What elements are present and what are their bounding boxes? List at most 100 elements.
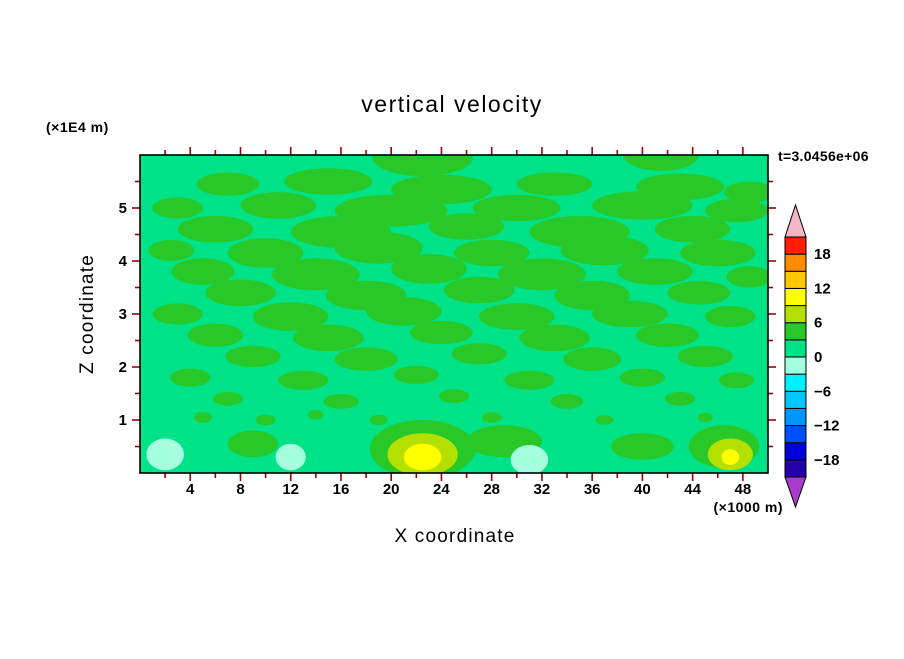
contour-region [152, 303, 203, 325]
contour-region [369, 414, 388, 426]
contour-region [194, 412, 212, 423]
x-tick-label: 28 [483, 481, 500, 498]
colorbar-arrow-bottom [784, 476, 807, 509]
contour-region [680, 239, 756, 267]
x-tick-label: 40 [634, 481, 651, 498]
contour-region [497, 258, 586, 291]
x-tick-label: 36 [584, 481, 601, 498]
x-tick-label: 20 [383, 481, 400, 498]
contour-region [519, 324, 590, 352]
colorbar-label: 0 [814, 349, 822, 366]
contour-region [481, 412, 502, 423]
contour-region [227, 238, 304, 268]
colorbar-band [784, 425, 807, 444]
plot-field [140, 155, 768, 473]
contour-region [592, 300, 668, 328]
x-axis-units: (×1000 m) [714, 499, 783, 515]
contour-region [372, 155, 473, 177]
contour-region [592, 191, 693, 220]
contour-region [293, 324, 364, 352]
colorbar-label: 18 [814, 246, 831, 263]
x-tick-labels: 4 8 12 16 20 24 28 32 36 40 44 48 [186, 481, 751, 498]
contour-region [654, 215, 731, 243]
contour-region [563, 347, 622, 371]
contour-region [271, 258, 360, 291]
contour-region [705, 198, 768, 223]
contour-region [253, 302, 329, 331]
contour-region [705, 306, 756, 328]
colorbar: 18 12 6 0 −6 −12 −18 [784, 203, 839, 509]
contour-region [278, 370, 329, 390]
colorbar-arrow-top [784, 203, 807, 238]
x-tick-label: 48 [735, 481, 752, 498]
contour-region [187, 323, 243, 347]
colorbar-label: −18 [814, 452, 839, 469]
contour-region [619, 368, 666, 387]
y-tick-label: 5 [119, 200, 127, 217]
contour-region [284, 168, 373, 195]
x-tick-label: 24 [433, 481, 450, 498]
colorbar-band [784, 305, 807, 324]
colorbar-band [784, 322, 807, 341]
contour-region [410, 320, 473, 345]
contour-region [443, 276, 515, 304]
contour-region [403, 443, 442, 471]
contour-region [667, 281, 731, 305]
contour-region [516, 172, 593, 196]
contour-region [171, 258, 235, 285]
y-tick-label: 3 [119, 306, 127, 323]
contour-region [611, 433, 674, 460]
x-tick-label: 4 [186, 481, 195, 498]
contour-region [334, 347, 398, 371]
y-axis-units: (×1E4 m) [46, 119, 109, 135]
contour-region [275, 443, 306, 471]
contour-region [391, 254, 467, 284]
colorbar-band [784, 287, 807, 307]
contour-region [148, 239, 194, 261]
chart-title: vertical velocity [361, 91, 542, 117]
contour-region [479, 303, 555, 330]
x-tick-label: 44 [684, 481, 701, 498]
colorbar-band [784, 442, 807, 461]
contour-region [428, 213, 505, 240]
x-tick-label: 16 [333, 481, 350, 498]
contour-region [721, 449, 740, 465]
contour-region [724, 181, 768, 203]
contour-region [623, 155, 699, 171]
y-axis-label: Z coordinate [77, 254, 98, 374]
contour-region [504, 370, 555, 390]
colorbar-band [784, 236, 807, 255]
time-annotation: t=3.0456e+06 [778, 148, 869, 164]
colorbar-label: −6 [814, 383, 831, 400]
contour-region [595, 415, 614, 425]
contour-region [472, 194, 561, 222]
y-tick-label: 2 [119, 359, 127, 376]
colorbar-band [784, 373, 807, 392]
contour-region [227, 430, 279, 458]
colorbar-band [784, 390, 807, 409]
contour-region [240, 192, 316, 219]
y-tick-label: 4 [119, 253, 128, 270]
contour-region [697, 412, 713, 423]
contour-region [451, 343, 507, 365]
colorbar-label: 12 [814, 280, 831, 297]
contour-region [617, 258, 693, 285]
colorbar-band [784, 339, 807, 358]
contour-region [510, 445, 549, 473]
contour-region [677, 345, 733, 367]
colorbar-label: −12 [814, 418, 839, 435]
contour-region [550, 394, 584, 409]
colorbar-band [784, 407, 807, 427]
contour-region [438, 389, 470, 403]
contour-region [393, 365, 439, 384]
contour-region [665, 391, 696, 406]
contour-region [170, 368, 211, 387]
colorbar-band [784, 459, 807, 478]
contour-region [454, 239, 530, 267]
contour-region [334, 231, 423, 264]
contour-region [560, 235, 649, 266]
contour-region [196, 172, 260, 196]
y-tick-labels: 1 2 3 4 5 [119, 200, 128, 429]
colorbar-band [784, 356, 807, 375]
